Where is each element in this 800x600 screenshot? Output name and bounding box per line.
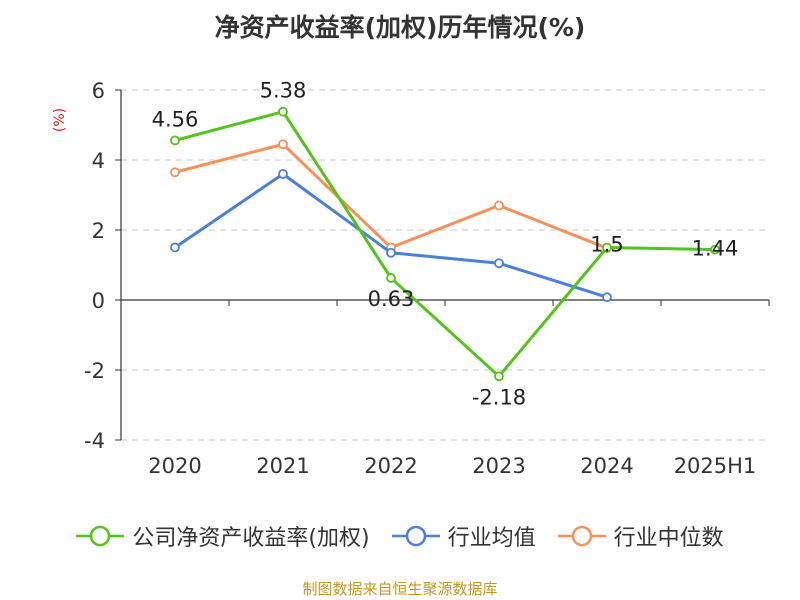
legend-item[interactable]: 行业均值 (391, 520, 536, 552)
x-tick-label: 2023 (472, 454, 525, 478)
legend-label: 公司净资产收益率(加权) (132, 526, 370, 551)
x-tick-label: 2022 (364, 454, 417, 478)
legend-label: 行业均值 (447, 526, 536, 551)
x-tick-label: 2025H1 (674, 454, 757, 478)
legend-line-icon (557, 525, 606, 547)
data-point (602, 242, 612, 253)
data-point (494, 371, 504, 382)
data-point (386, 273, 396, 283)
y-tick-label: 4 (92, 149, 105, 173)
data-point (602, 292, 612, 303)
data-point (278, 139, 288, 150)
y-tick-label: 2 (92, 219, 105, 243)
data-label: 1.5 (590, 233, 623, 257)
x-tick-label: 2020 (148, 454, 201, 478)
data-point (710, 244, 720, 255)
data-point (170, 242, 180, 253)
series-line-0 (174, 110, 716, 378)
data-label: -2.18 (472, 385, 526, 409)
legend-item[interactable]: 公司净资产收益率(加权) (76, 520, 370, 552)
data-point (494, 258, 504, 269)
chart-title: 净资产收益率(加权)历年情况(%) (214, 13, 586, 42)
data-label: 4.56 (152, 107, 199, 131)
x-tick-label: 2024 (580, 454, 633, 478)
y-tick-label: 6 (92, 79, 105, 103)
data-label: 5.38 (260, 79, 307, 103)
data-point (170, 167, 180, 178)
data-point (170, 135, 180, 146)
legend-label: 行业中位数 (613, 526, 724, 551)
y-tick-label: -4 (84, 429, 105, 453)
data-source-note: 制图数据来自恒生聚源数据库 (302, 580, 498, 598)
x-tick-label: 2021 (256, 454, 309, 478)
data-point (278, 106, 288, 117)
chart-legend: 公司净资产收益率(加权) 行业均值 行业中位数 (0, 520, 800, 552)
data-label: 1.44 (692, 237, 739, 261)
data-point (386, 247, 396, 258)
y-tick-label: 0 (92, 289, 105, 313)
y-tick-label: -2 (84, 359, 105, 383)
legend-item[interactable]: 行业中位数 (557, 520, 724, 552)
legend-line-icon (76, 525, 125, 547)
data-point (278, 169, 288, 179)
data-label: 0.63 (368, 287, 415, 311)
legend-line-icon (391, 525, 440, 547)
data-point (494, 200, 504, 211)
